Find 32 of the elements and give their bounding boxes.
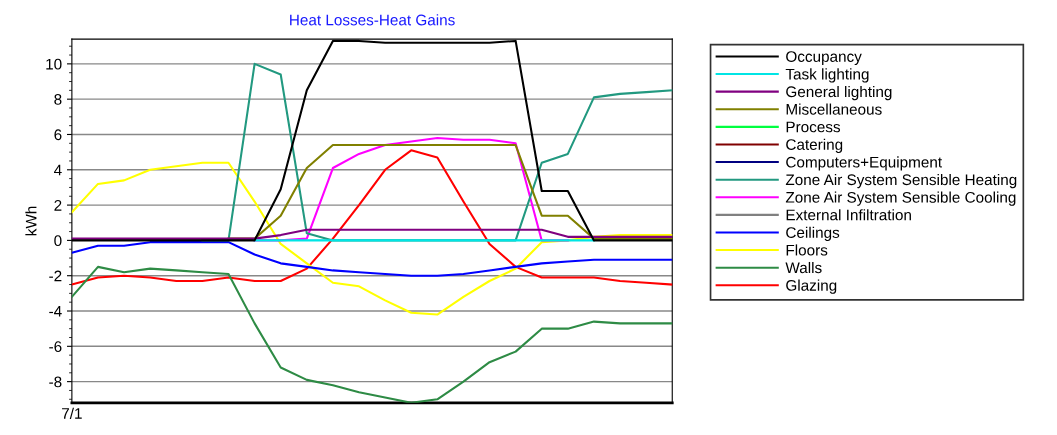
legend-label: Ceilings — [786, 226, 840, 241]
y-tick-label: 8 — [54, 94, 62, 105]
y-tick-label: 0 — [54, 235, 62, 247]
chart-title: Heat Losses-Heat Gains — [290, 14, 455, 26]
legend-label: Process — [786, 121, 841, 133]
y-tick-label: 2 — [54, 199, 62, 211]
legend-label: Catering — [786, 138, 843, 153]
y-tick-label: 4 — [54, 164, 62, 176]
x-tick-label: 7/1 — [62, 407, 82, 419]
line-series — [71, 228, 673, 240]
legend-label: Zone Air System Sensible Heating — [785, 173, 1017, 189]
y-tick-label: -4 — [49, 306, 62, 317]
legend-label: Floors — [786, 244, 828, 256]
y-tick-label: -2 — [49, 270, 62, 282]
line-series — [71, 241, 673, 277]
line-series — [71, 265, 673, 403]
y-tick-label: -6 — [49, 341, 62, 353]
legend-label: Task lighting — [785, 68, 869, 83]
legend-label: Glazing — [786, 279, 837, 294]
line-series — [71, 149, 673, 286]
legend-label: External Infiltration — [786, 209, 911, 221]
line-series — [71, 161, 673, 316]
legend-label: Walls — [785, 261, 822, 274]
y-tick-label: 10 — [46, 58, 62, 70]
legend-label: Zone Air System Sensible Cooling — [785, 191, 1016, 206]
legend-label: Computers+Equipment — [786, 156, 942, 171]
y-tick-label: -8 — [49, 376, 62, 388]
legend-label: General lighting — [786, 85, 892, 101]
legend-label: Occupancy — [786, 51, 862, 65]
y-axis-title: kWh — [25, 206, 37, 236]
legend-label: Miscellaneous — [786, 103, 882, 115]
y-tick-label: 6 — [54, 129, 62, 141]
